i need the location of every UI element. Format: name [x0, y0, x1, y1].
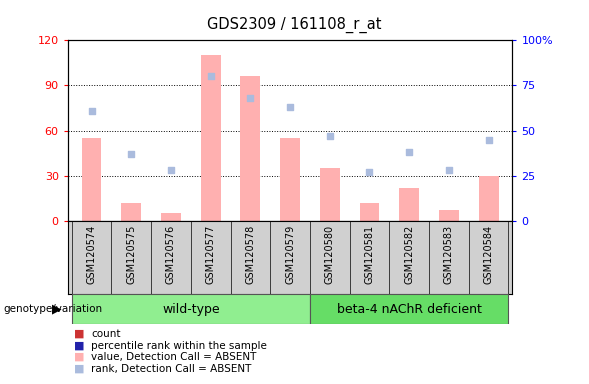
Text: rank, Detection Call = ABSENT: rank, Detection Call = ABSENT	[91, 364, 252, 374]
Text: ■: ■	[74, 364, 84, 374]
Text: GSM120575: GSM120575	[126, 224, 136, 284]
Bar	[399, 188, 419, 221]
Bar	[201, 55, 221, 221]
Point	[87, 108, 96, 114]
Point	[444, 167, 454, 173]
Text: GSM120584: GSM120584	[484, 224, 494, 283]
Bar	[439, 210, 459, 221]
Point	[206, 73, 216, 79]
Bar	[479, 176, 498, 221]
Text: ■: ■	[74, 352, 84, 362]
Bar	[240, 76, 260, 221]
Text: GSM120574: GSM120574	[87, 224, 97, 284]
Bar	[72, 294, 310, 324]
Point	[166, 167, 176, 173]
Text: count: count	[91, 329, 121, 339]
Text: GSM120581: GSM120581	[365, 224, 375, 283]
Point	[325, 133, 335, 139]
Point	[484, 137, 494, 143]
Text: value, Detection Call = ABSENT: value, Detection Call = ABSENT	[91, 352, 257, 362]
Text: GSM120583: GSM120583	[444, 224, 454, 283]
Bar	[161, 213, 181, 221]
Bar	[280, 138, 300, 221]
Text: genotype/variation: genotype/variation	[3, 304, 102, 314]
Bar	[82, 138, 101, 221]
Point	[405, 149, 414, 155]
Text: GSM120582: GSM120582	[404, 224, 414, 284]
Text: GSM120576: GSM120576	[166, 224, 176, 284]
Point	[365, 169, 374, 175]
Text: percentile rank within the sample: percentile rank within the sample	[91, 341, 267, 351]
Bar	[121, 203, 141, 221]
Text: ■: ■	[74, 329, 84, 339]
Text: beta-4 nAChR deficient: beta-4 nAChR deficient	[337, 303, 482, 316]
Point	[285, 104, 294, 110]
Point	[127, 151, 136, 157]
Text: ■: ■	[74, 341, 84, 351]
Text: GSM120579: GSM120579	[285, 224, 295, 284]
Text: ▶: ▶	[52, 303, 62, 316]
Point	[246, 95, 255, 101]
Text: GDS2309 / 161108_r_at: GDS2309 / 161108_r_at	[207, 17, 382, 33]
Bar	[359, 203, 379, 221]
Text: GSM120580: GSM120580	[325, 224, 335, 283]
Text: GSM120578: GSM120578	[246, 224, 256, 284]
Text: GSM120577: GSM120577	[206, 224, 216, 284]
Bar	[310, 294, 508, 324]
Bar	[320, 168, 340, 221]
Text: wild-type: wild-type	[162, 303, 220, 316]
